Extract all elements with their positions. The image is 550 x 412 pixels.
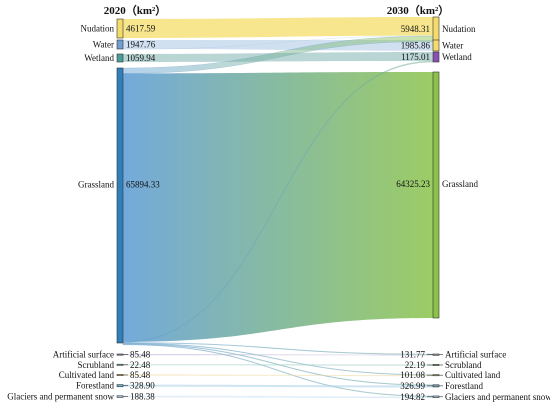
- left-node-artificial-surface: [116, 353, 124, 356]
- right-node-scrubland: [432, 364, 440, 366]
- right-value-cultivated-land: 101.08: [400, 370, 425, 380]
- right-node-cultivated-land: [432, 374, 440, 377]
- right-label-scrubland: Scrubland: [445, 360, 482, 370]
- right-title: 2030（km²）: [387, 4, 450, 17]
- left-value-wetland: 1059.94: [126, 53, 156, 63]
- right-value-water: 1985.86: [401, 41, 431, 51]
- left-label-cultivated-land: Cultivated land: [59, 370, 115, 380]
- right-value-wetland: 1175.01: [401, 52, 430, 62]
- flow-cultivated-land-to-cultivated-land: [123, 374, 433, 377]
- right-node-nudation: [432, 16, 440, 42]
- labels: Nudation 4617.59 Water 1947.76 Wetland 1059.9…: [7, 24, 550, 402]
- left-label-nudation: Nudation: [81, 24, 115, 34]
- left-node-glaciers-and-permanent-snow: [116, 395, 124, 398]
- right-value-nudation: 5948.31: [401, 24, 430, 34]
- right-label-artificial-surface: Artificial surface: [445, 350, 506, 360]
- left-label-scrubland: Scrubland: [78, 360, 115, 370]
- left-label-wetland: Wetland: [84, 53, 114, 63]
- left-node-wetland: [116, 53, 124, 63]
- nodes: [116, 16, 440, 398]
- flow-water-to-nudation: [123, 35, 433, 50]
- flow-scrubland-to-scrubland: [123, 364, 433, 366]
- left-node-nudation: [116, 18, 124, 39]
- left-value-glaciers-and-permanent-snow: 188.38: [130, 392, 155, 402]
- right-value-forestland: 326.99: [400, 381, 425, 391]
- flow-links: [122, 17, 434, 399]
- right-value-scrubland: 22.19: [405, 360, 426, 370]
- left-node-grassland: [116, 67, 124, 344]
- left-node-water: [116, 39, 124, 50]
- left-value-cultivated-land: 85.48: [130, 370, 151, 380]
- right-label-cultivated-land: Cultivated land: [445, 370, 501, 380]
- flow-forestland-to-forestland: [123, 384, 433, 388]
- right-value-artificial-surface: 131.77: [400, 350, 425, 360]
- right-node-artificial-surface: [432, 353, 440, 356]
- right-label-wetland: Wetland: [442, 52, 472, 62]
- right-label-water: Water: [442, 41, 463, 51]
- left-label-water: Water: [93, 40, 114, 50]
- left-node-forestland: [116, 384, 124, 388]
- right-node-grassland: [432, 71, 440, 319]
- flow-nudation-to-nudation: [123, 17, 433, 38]
- right-value-grassland: 64325.23: [396, 179, 430, 189]
- left-title: 2020（km²）: [104, 4, 167, 17]
- flow-artificial-surface-to-artificial-surface: [123, 354, 433, 356]
- right-label-glaciers-and-permanent-snow: Glaciers and permanent snow: [445, 392, 550, 402]
- left-value-grassland: 65894.33: [126, 180, 160, 190]
- left-value-nudation: 4617.59: [126, 24, 156, 34]
- left-node-scrubland: [116, 363, 124, 366]
- flow-grassland-to-glaciers-and-permanent-snow: [122, 344, 434, 397]
- left-label-glaciers-and-permanent-snow: Glaciers and permanent snow: [7, 392, 114, 402]
- left-value-scrubland: 22.48: [130, 360, 151, 370]
- right-label-grassland: Grassland: [442, 179, 478, 189]
- flow-glaciers-and-permanent-snow-to-glaciers-and-permanent-snow: [123, 395, 433, 399]
- left-node-cultivated-land: [116, 374, 124, 376]
- right-node-wetland: [432, 51, 440, 63]
- right-node-water: [432, 39, 440, 52]
- right-value-glaciers-and-permanent-snow: 194.82: [400, 392, 425, 402]
- right-label-nudation: Nudation: [442, 24, 476, 34]
- left-label-forestland: Forestland: [76, 381, 114, 391]
- left-value-forestland: 328.90: [130, 381, 155, 391]
- left-value-water: 1947.76: [126, 40, 156, 50]
- left-label-grassland: Grassland: [78, 180, 114, 190]
- flow-grassland-to-grassland: [123, 72, 433, 342]
- left-label-artificial-surface: Artificial surface: [53, 350, 114, 360]
- right-label-forestland: Forestland: [445, 381, 483, 391]
- right-node-forestland: [432, 384, 440, 388]
- left-value-artificial-surface: 85.48: [130, 350, 151, 360]
- right-node-glaciers-and-permanent-snow: [432, 395, 440, 398]
